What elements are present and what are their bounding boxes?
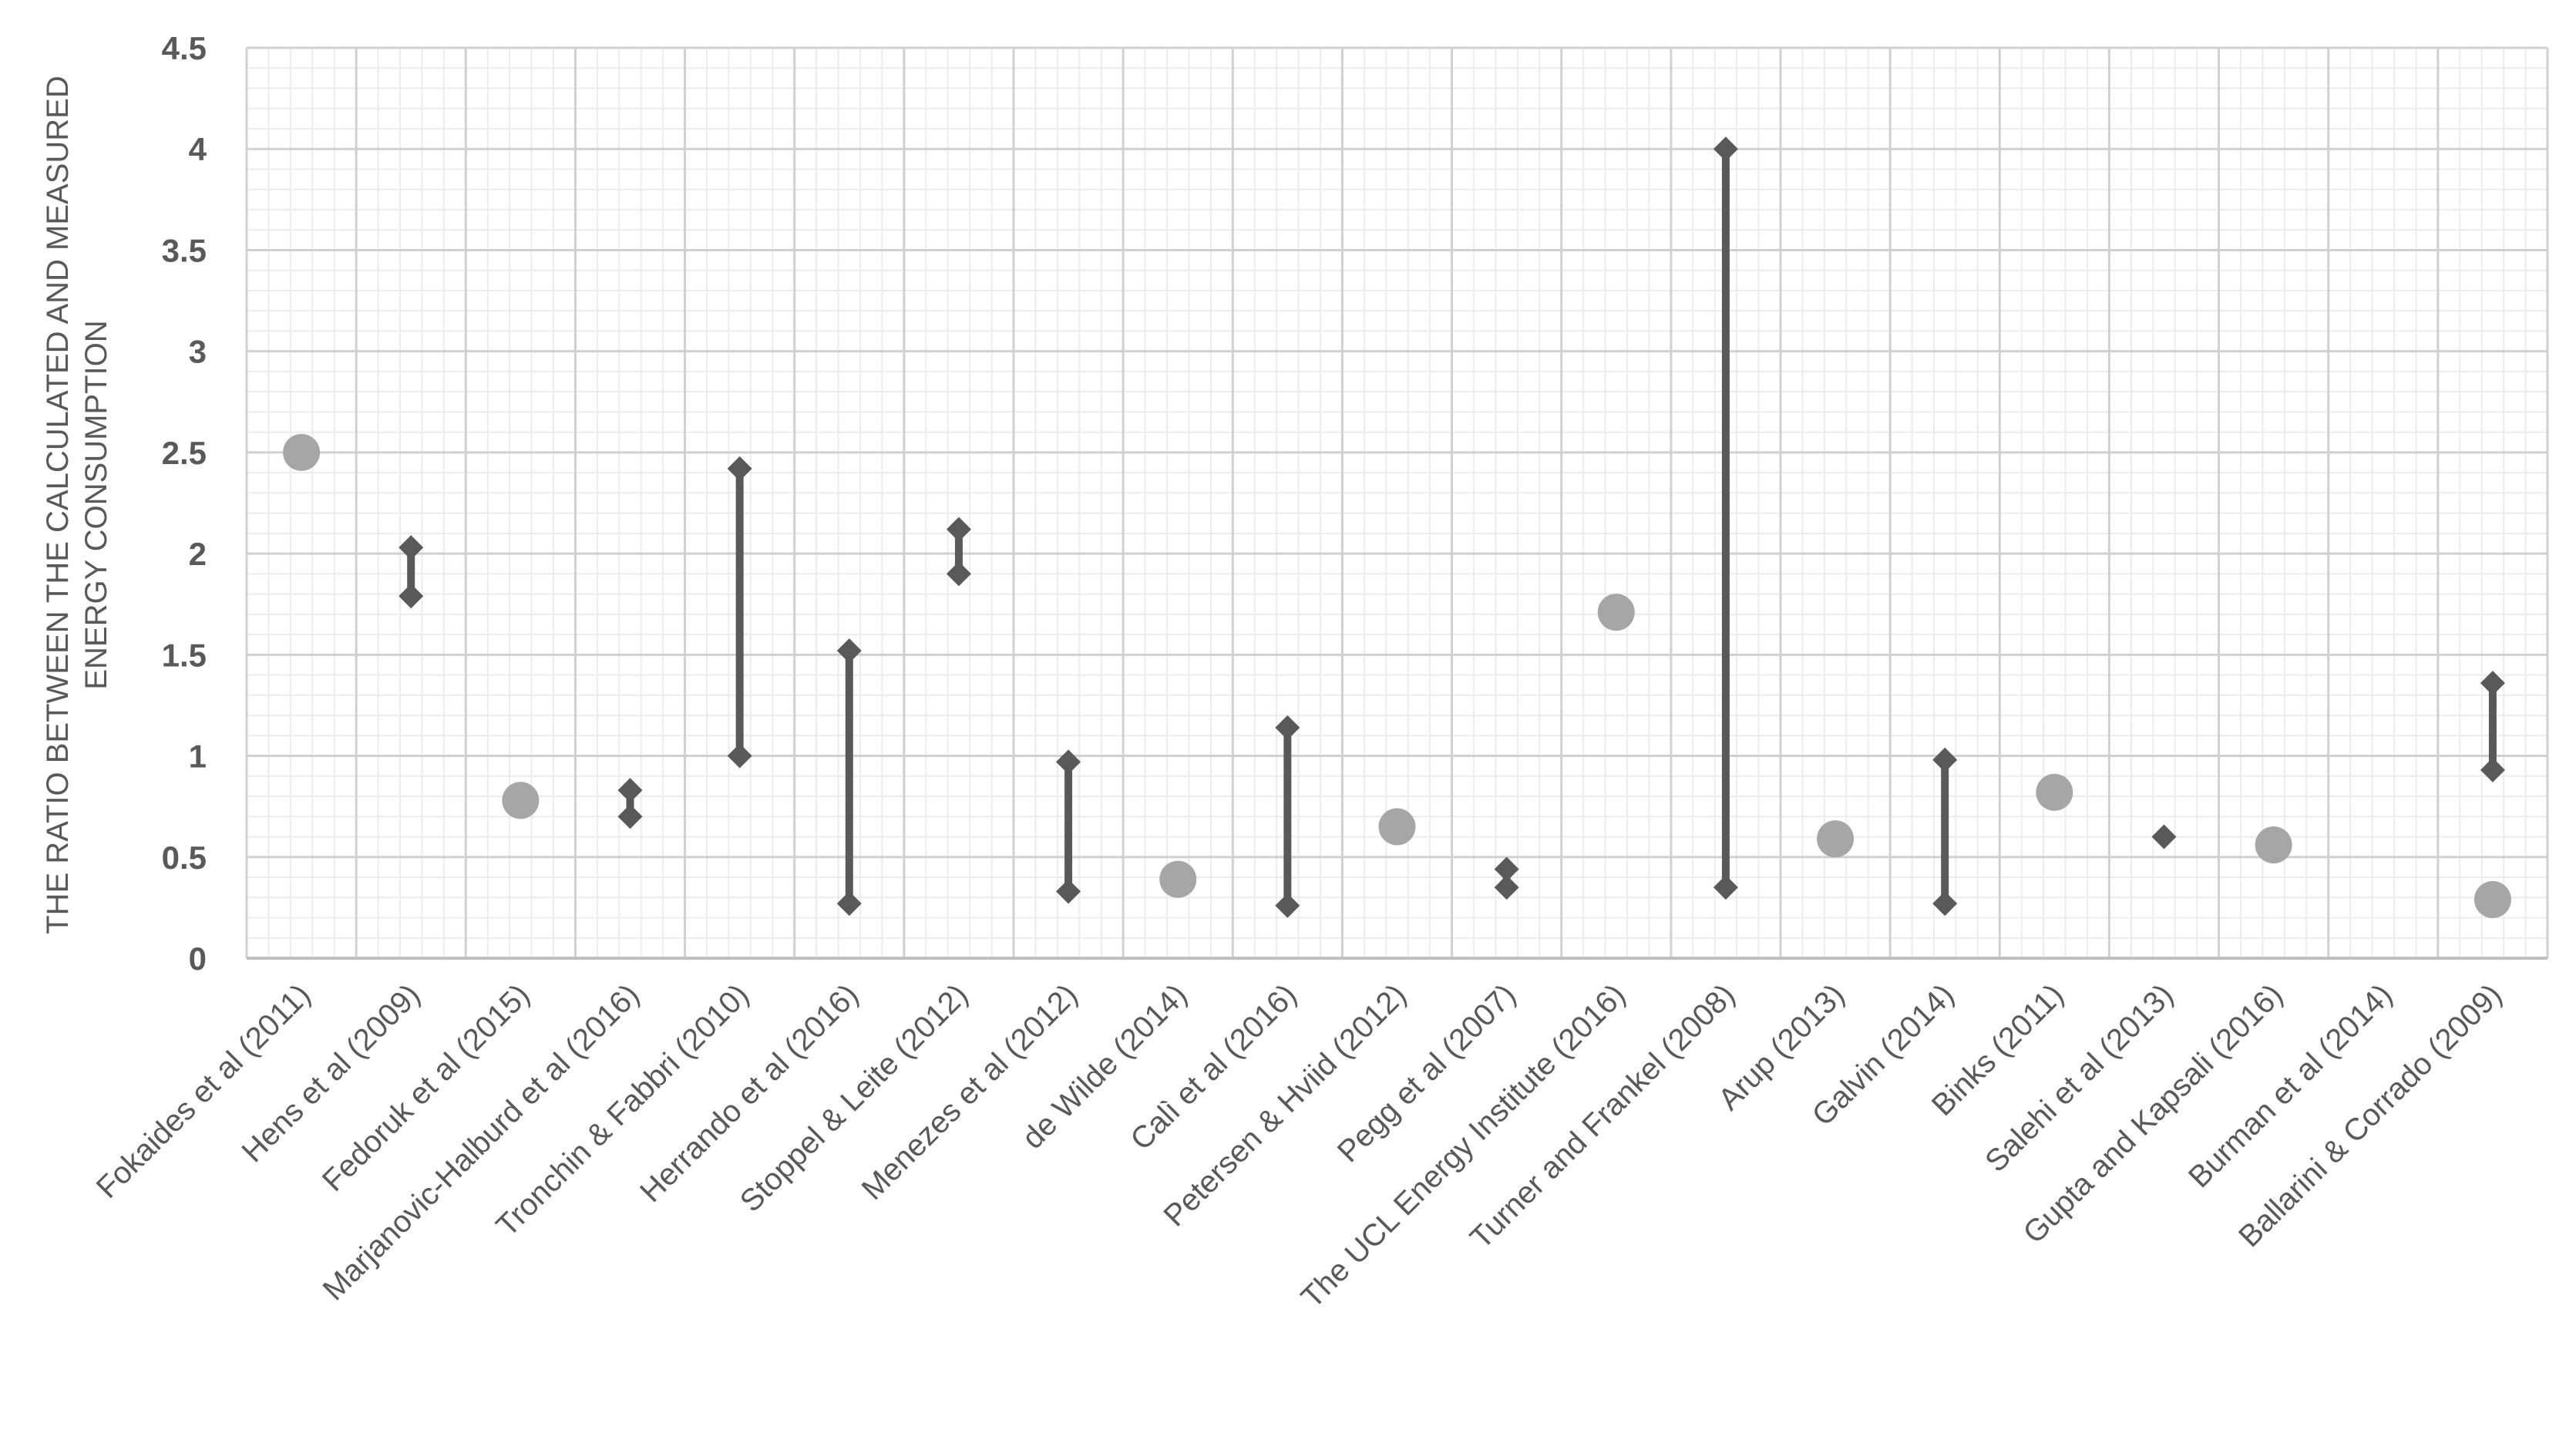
- data-point: [1597, 594, 1635, 631]
- data-point: [2255, 826, 2292, 864]
- y-tick-label: 2.5: [162, 435, 207, 471]
- point-series: [283, 433, 2511, 918]
- y-axis-title: THE RATIO BETWEEN THE CALCULATED AND MEA…: [41, 76, 113, 934]
- x-tick-label: Fokaides et al (2011): [90, 977, 318, 1205]
- y-tick-label: 4: [189, 131, 207, 167]
- range-high-marker: [2480, 671, 2505, 696]
- data-point: [1159, 860, 1197, 898]
- data-point: [1817, 820, 1855, 858]
- y-tick-label: 4.5: [162, 30, 207, 66]
- data-point: [2473, 880, 2511, 918]
- y-tick-label: 3.5: [162, 232, 207, 268]
- range-high-marker: [1494, 856, 1519, 882]
- range-high-marker: [617, 778, 643, 803]
- range-low-marker: [1056, 879, 1081, 904]
- x-tick-label: Burman et al (2014): [2182, 977, 2399, 1194]
- range-low-marker: [399, 584, 424, 609]
- range-low-marker: [727, 743, 752, 769]
- y-tick-label: 2: [189, 536, 207, 572]
- range-low-marker: [617, 804, 643, 829]
- range-series: [399, 136, 2505, 918]
- x-tick-label: Salehi et al (2013): [1979, 977, 2180, 1179]
- range-low-marker: [2480, 757, 2505, 782]
- y-tick-label: 0: [189, 940, 207, 977]
- range-low-marker: [1932, 891, 1958, 917]
- range-low-marker: [1275, 893, 1300, 918]
- x-tick-label: Stoppel & Leite (2012): [734, 977, 975, 1219]
- y-axis-title-line-1: THE RATIO BETWEEN THE CALCULATED AND MEA…: [41, 76, 75, 934]
- y-tick-label: 1: [189, 739, 207, 775]
- range-high-marker: [836, 638, 862, 664]
- y-tick-label: 3: [189, 334, 207, 370]
- x-tick-label: Herrando et al (2016): [634, 977, 865, 1209]
- range-high-marker: [1713, 136, 1738, 162]
- y-tick-label: 0.5: [162, 839, 207, 876]
- range-high-marker: [1932, 747, 1958, 772]
- major-gridlines: [245, 46, 2549, 958]
- x-tick-label: Menezes et al (2012): [856, 977, 1085, 1206]
- x-tick-labels: Fokaides et al (2011)Hens et al (2009)Fe…: [90, 977, 2509, 1314]
- data-point: [1378, 808, 1416, 846]
- range-high-marker: [2151, 824, 2177, 850]
- range-high-marker: [727, 456, 752, 481]
- data-point: [283, 433, 321, 471]
- data-point: [2036, 773, 2073, 811]
- range-low-marker: [946, 561, 971, 587]
- y-tick-label: 1.5: [162, 637, 207, 673]
- x-tick-label: Fedoruk et al (2015): [316, 977, 536, 1198]
- y-tick-labels: 0 0.5 1 1.5 2 2.5 3 3.5 4 4.5: [162, 30, 207, 977]
- y-axis-title-line-2: ENERGY CONSUMPTION: [79, 320, 113, 689]
- range-high-marker: [399, 535, 424, 560]
- range-high-marker: [946, 516, 971, 542]
- range-high-marker: [1056, 749, 1081, 775]
- data-point: [502, 782, 540, 819]
- range-low-marker: [836, 891, 862, 917]
- range-low-marker: [1713, 875, 1738, 900]
- range-high-marker: [1275, 715, 1300, 740]
- range-low-marker: [1494, 875, 1519, 900]
